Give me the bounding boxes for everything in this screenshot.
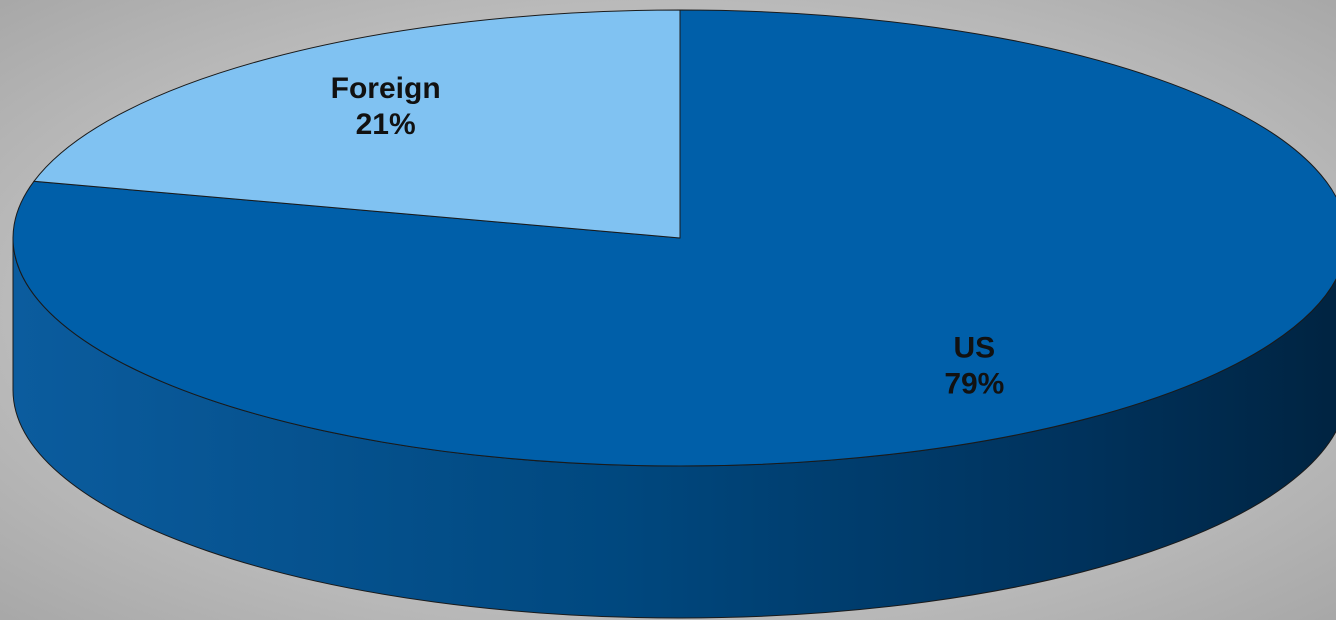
slice-value-label: 21% — [356, 108, 416, 141]
slice-value-label: 79% — [944, 368, 1004, 401]
pie-slice — [33, 9, 681, 239]
slice-label: Foreign — [331, 72, 441, 105]
slice-label: US — [953, 332, 995, 365]
